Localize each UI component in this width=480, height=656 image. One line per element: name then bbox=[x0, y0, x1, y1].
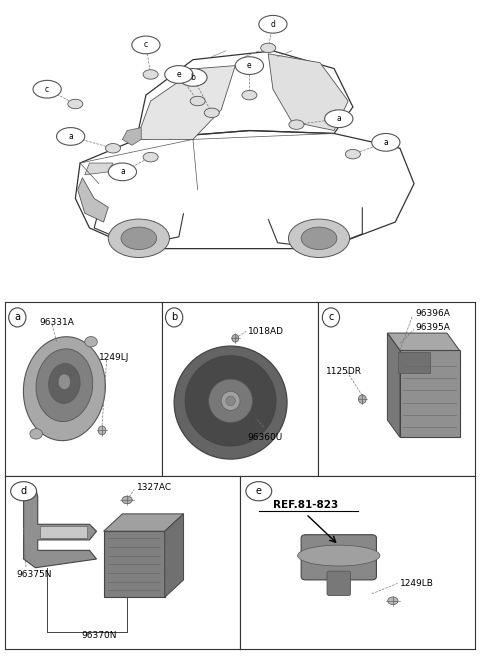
Circle shape bbox=[121, 227, 157, 249]
Circle shape bbox=[143, 152, 158, 162]
Text: 96370N: 96370N bbox=[81, 631, 117, 640]
Text: REF.81-823: REF.81-823 bbox=[273, 500, 338, 510]
Text: 96375N: 96375N bbox=[16, 570, 52, 579]
Text: e: e bbox=[256, 486, 262, 496]
Text: c: c bbox=[328, 312, 334, 322]
Circle shape bbox=[9, 308, 26, 327]
Polygon shape bbox=[165, 514, 183, 597]
Polygon shape bbox=[24, 488, 96, 567]
Text: 1249LJ: 1249LJ bbox=[99, 353, 129, 362]
Circle shape bbox=[98, 426, 106, 435]
Text: a: a bbox=[120, 167, 125, 176]
Circle shape bbox=[106, 144, 120, 153]
Text: d: d bbox=[21, 486, 27, 496]
Circle shape bbox=[165, 66, 193, 83]
Circle shape bbox=[190, 96, 205, 106]
FancyBboxPatch shape bbox=[398, 352, 430, 373]
Text: 96360U: 96360U bbox=[248, 433, 283, 442]
Ellipse shape bbox=[226, 396, 235, 405]
Text: a: a bbox=[14, 312, 20, 322]
Circle shape bbox=[143, 70, 158, 79]
Text: e: e bbox=[247, 61, 252, 70]
Ellipse shape bbox=[30, 428, 42, 439]
Ellipse shape bbox=[24, 337, 105, 441]
Polygon shape bbox=[85, 163, 113, 174]
Text: 1125DR: 1125DR bbox=[326, 367, 362, 376]
Polygon shape bbox=[104, 514, 183, 531]
Circle shape bbox=[33, 80, 61, 98]
Text: a: a bbox=[68, 132, 73, 141]
Circle shape bbox=[57, 127, 85, 146]
Polygon shape bbox=[387, 333, 459, 350]
Ellipse shape bbox=[58, 374, 71, 390]
Text: c: c bbox=[45, 85, 49, 94]
Circle shape bbox=[261, 43, 276, 52]
Text: 1327AC: 1327AC bbox=[136, 483, 172, 492]
Polygon shape bbox=[136, 66, 235, 139]
Text: a: a bbox=[336, 114, 341, 123]
Ellipse shape bbox=[298, 545, 380, 566]
FancyBboxPatch shape bbox=[301, 535, 376, 580]
Circle shape bbox=[388, 597, 398, 605]
Circle shape bbox=[289, 120, 304, 129]
Ellipse shape bbox=[36, 349, 93, 422]
Circle shape bbox=[179, 69, 207, 86]
Text: e: e bbox=[177, 70, 181, 79]
FancyBboxPatch shape bbox=[327, 571, 350, 596]
Polygon shape bbox=[78, 178, 108, 222]
Text: b: b bbox=[171, 312, 177, 322]
Circle shape bbox=[246, 482, 272, 501]
Polygon shape bbox=[400, 350, 459, 438]
Circle shape bbox=[288, 219, 349, 257]
Circle shape bbox=[166, 308, 183, 327]
Ellipse shape bbox=[221, 391, 240, 411]
Ellipse shape bbox=[174, 346, 287, 459]
Ellipse shape bbox=[209, 379, 252, 422]
Text: d: d bbox=[271, 20, 276, 29]
Circle shape bbox=[235, 57, 264, 75]
Circle shape bbox=[11, 482, 36, 501]
Circle shape bbox=[122, 496, 132, 504]
Circle shape bbox=[232, 335, 239, 342]
Text: 1018AD: 1018AD bbox=[248, 327, 284, 336]
Text: c: c bbox=[144, 41, 148, 49]
Circle shape bbox=[259, 16, 287, 33]
Circle shape bbox=[108, 163, 136, 180]
Circle shape bbox=[132, 36, 160, 54]
Text: a: a bbox=[384, 138, 388, 147]
Circle shape bbox=[346, 150, 360, 159]
Circle shape bbox=[242, 91, 257, 100]
Ellipse shape bbox=[85, 337, 97, 347]
Polygon shape bbox=[122, 128, 141, 146]
Text: 96331A: 96331A bbox=[39, 318, 74, 327]
Circle shape bbox=[359, 395, 366, 403]
Text: 1249LB: 1249LB bbox=[400, 579, 434, 588]
Polygon shape bbox=[387, 333, 400, 438]
Circle shape bbox=[322, 308, 339, 327]
Circle shape bbox=[324, 110, 353, 128]
Polygon shape bbox=[104, 531, 165, 597]
Circle shape bbox=[68, 99, 83, 109]
Text: 96395A: 96395A bbox=[416, 323, 451, 333]
Bar bbox=[40, 526, 87, 538]
Ellipse shape bbox=[185, 356, 276, 446]
Circle shape bbox=[204, 108, 219, 117]
Text: b: b bbox=[191, 73, 195, 82]
Circle shape bbox=[108, 219, 169, 257]
Ellipse shape bbox=[48, 363, 80, 403]
Polygon shape bbox=[268, 54, 348, 131]
Text: 96396A: 96396A bbox=[416, 310, 451, 318]
Circle shape bbox=[372, 133, 400, 151]
Circle shape bbox=[301, 227, 337, 249]
